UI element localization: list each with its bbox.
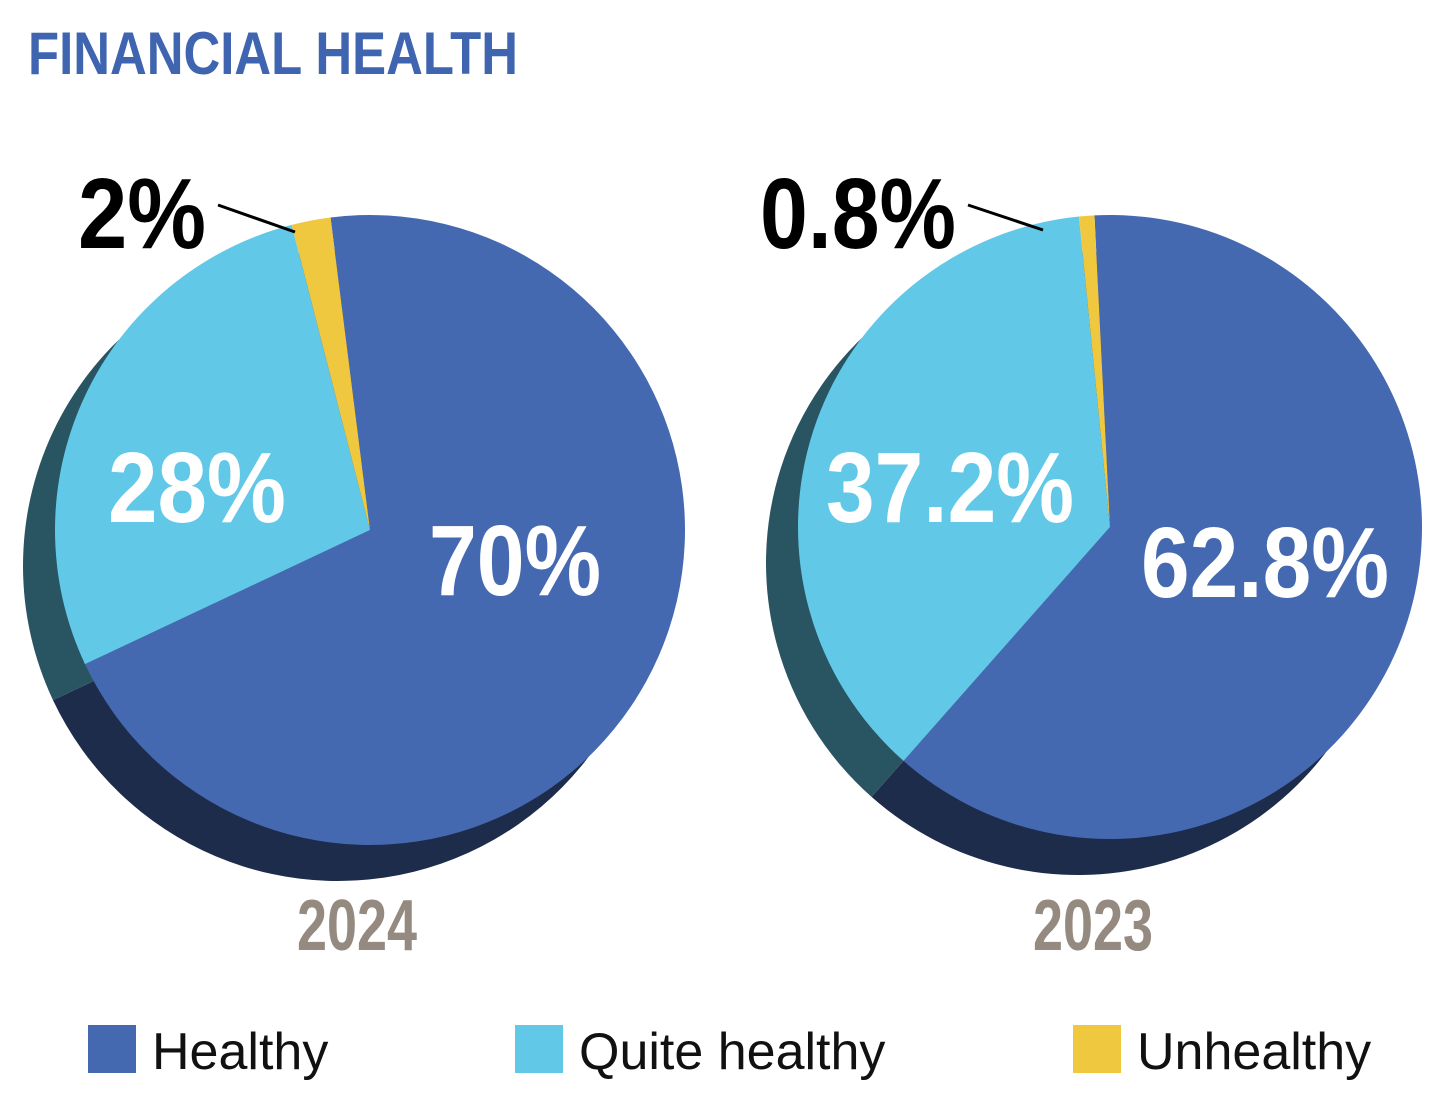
leader-line	[967, 203, 1044, 232]
value-label: 62.8%	[1141, 507, 1389, 619]
legend-swatch	[515, 1025, 563, 1073]
pie-slice	[54, 224, 370, 665]
legend-label: Quite healthy	[579, 1023, 885, 1081]
value-label: 2%	[78, 158, 206, 270]
pie-slice	[291, 217, 370, 530]
page-title: FINANCIAL HEALTH	[28, 20, 518, 87]
leader-line	[217, 203, 296, 234]
legend-swatch	[88, 1025, 136, 1073]
legend-label: Unhealthy	[1137, 1023, 1371, 1081]
pie-year: 2024	[297, 886, 417, 966]
value-label: 70%	[429, 505, 601, 617]
value-label: 37.2%	[826, 432, 1074, 544]
legend-label: Healthy	[152, 1023, 328, 1081]
pie-year: 2023	[1033, 886, 1153, 966]
pie-slice	[1078, 215, 1110, 527]
pie-slice	[903, 215, 1422, 840]
value-label: 28%	[108, 432, 286, 544]
pie-slice	[84, 215, 685, 845]
value-label: 0.8%	[760, 158, 956, 270]
legend-swatch	[1073, 1025, 1121, 1073]
pie-slice	[798, 216, 1110, 761]
